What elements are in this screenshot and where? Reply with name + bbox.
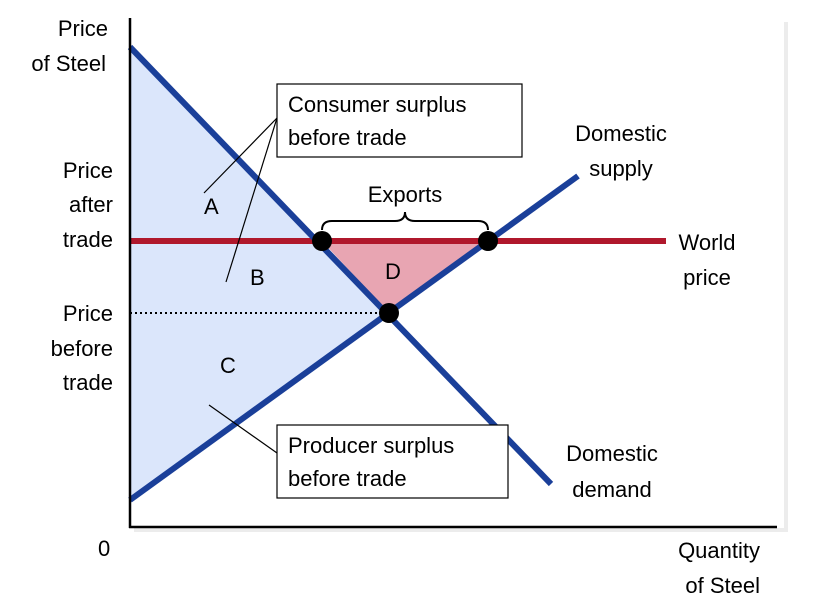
world-price-label-line2: price — [683, 265, 731, 290]
consumer-surplus-box — [276, 83, 523, 158]
demand-label-line1: Domestic — [566, 441, 658, 466]
supply-curve — [128, 173, 580, 503]
demand-curve — [127, 44, 554, 487]
area-d-region — [322, 241, 488, 313]
price-before-trade-line3: trade — [63, 370, 113, 395]
area-d-label: D — [385, 259, 401, 284]
producer-surplus-pointer — [208, 404, 278, 454]
supply-label-line1: Domestic — [575, 121, 667, 146]
total-surplus-region — [130, 47, 389, 500]
origin-label: 0 — [98, 536, 110, 561]
price-after-trade-line3: trade — [63, 227, 113, 252]
x-axis-title-line2: of Steel — [685, 573, 760, 598]
exports-brace — [321, 211, 489, 231]
area-a-label: A — [204, 194, 219, 219]
consumer-surplus-label-line1: Consumer surplus — [288, 92, 467, 117]
exports-label: Exports — [368, 182, 443, 207]
supply-at-world-price-point — [478, 231, 498, 251]
consumer-surplus-label-line2: before trade — [288, 125, 407, 150]
producer-surplus-label-line2: before trade — [288, 466, 407, 491]
area-b-label: B — [250, 265, 265, 290]
x-axis-title-line1: Quantity — [678, 538, 760, 563]
consumer-surplus-pointer-b — [225, 117, 278, 283]
producer-surplus-box — [276, 424, 509, 499]
equilibrium-point — [379, 303, 399, 323]
y-axis-title-line2: of Steel — [31, 51, 106, 76]
demand-at-world-price-point — [312, 231, 332, 251]
supply-label-line2: supply — [589, 156, 653, 181]
area-c-label: C — [220, 353, 236, 378]
price-after-trade-line1: Price — [63, 158, 113, 183]
price-before-trade-line2: before — [51, 336, 113, 361]
producer-surplus-label-line1: Producer surplus — [288, 433, 454, 458]
world-price-label-line1: World — [678, 230, 735, 255]
y-axis-title-line1: Price — [58, 16, 108, 41]
demand-label-line2: demand — [572, 477, 652, 502]
consumer-surplus-pointer-a — [203, 117, 278, 194]
price-after-trade-line2: after — [69, 192, 113, 217]
price-before-trade-line1: Price — [63, 301, 113, 326]
